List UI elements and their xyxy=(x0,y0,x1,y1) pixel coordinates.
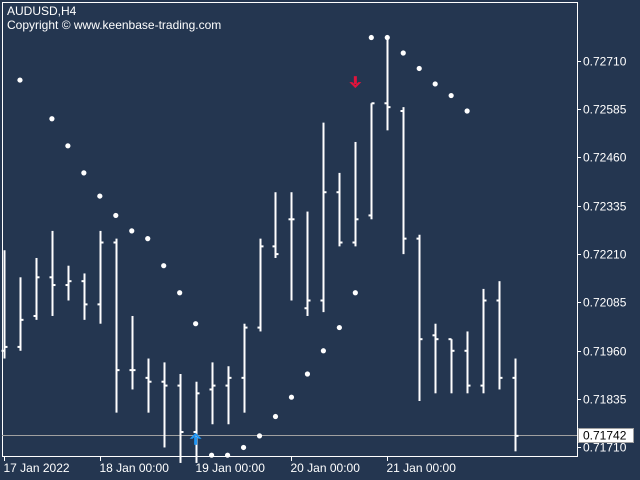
ohlc-bar xyxy=(65,265,72,301)
y-tick-label: 0.72460 xyxy=(583,151,627,165)
ohlc-bar xyxy=(17,277,24,351)
sar-dot xyxy=(49,116,55,122)
sar-dot xyxy=(432,81,438,87)
ohlc-bar xyxy=(304,211,311,316)
ohlc-bar xyxy=(49,230,56,316)
ohlc-bar xyxy=(448,338,455,394)
ohlc-bar xyxy=(1,250,8,359)
chart-axes: 0.72710 0.72585 0.72460 0.72335 0.72210 0.720… xyxy=(4,55,634,475)
ohlc-bars-series xyxy=(1,37,519,463)
ohlc-bar xyxy=(97,230,104,324)
sar-dot xyxy=(464,108,470,114)
y-tick-label: 0.72585 xyxy=(583,103,627,117)
ohlc-bar xyxy=(352,141,359,247)
current-price-box xyxy=(578,428,634,443)
ohlc-bar xyxy=(113,238,120,413)
ohlc-bar xyxy=(288,192,295,301)
ohlc-bar xyxy=(416,234,423,402)
sar-dot xyxy=(177,290,183,296)
ohlc-bar xyxy=(161,362,168,448)
ohlc-bar xyxy=(33,257,40,320)
sar-dot xyxy=(448,92,454,99)
ohlc-bar xyxy=(384,37,391,131)
ohlc-bar xyxy=(480,288,487,394)
sar-dot xyxy=(113,212,119,219)
ohlc-bar xyxy=(241,323,248,413)
copyright-label: Copyright © www.keenbase-trading.com xyxy=(7,18,222,32)
plot-frame xyxy=(2,2,578,457)
sar-dot xyxy=(81,170,87,176)
sar-dot xyxy=(400,50,406,56)
sar-dot xyxy=(320,348,326,354)
ohlc-bar xyxy=(432,323,439,394)
sar-dot xyxy=(256,433,263,439)
sar-dot xyxy=(416,65,422,72)
buy-arrow-head xyxy=(189,432,202,439)
ohlc-bar xyxy=(177,373,184,463)
ohlc-bar xyxy=(320,122,327,313)
ohlc-bar xyxy=(368,102,375,220)
sell-arrow-icon xyxy=(349,76,362,89)
sar-dot xyxy=(224,452,231,458)
sar-dot xyxy=(336,324,342,331)
current-price-label: 0.71742 xyxy=(583,429,627,443)
y-tick-label: 0.72085 xyxy=(583,296,627,310)
ohlc-bar xyxy=(193,381,200,463)
ohlc-bar xyxy=(336,172,343,247)
sar-dot xyxy=(65,143,71,149)
y-tick-label: 0.72710 xyxy=(583,55,627,69)
sar-dot xyxy=(129,228,135,234)
ohlc-bar xyxy=(512,358,519,452)
ohlc-bar xyxy=(225,366,232,425)
ohlc-bar xyxy=(496,281,503,390)
buy-arrow-shaft xyxy=(194,436,198,445)
ohlc-bar xyxy=(400,107,407,255)
x-tick-label: 21 Jan 00:00 xyxy=(387,461,457,475)
ohlc-bar xyxy=(209,362,216,425)
ohlc-bar xyxy=(257,238,264,332)
sar-dot xyxy=(288,394,295,400)
sar-dot xyxy=(145,236,151,242)
sell-arrow-head xyxy=(349,82,362,89)
x-tick-label: 20 Jan 00:00 xyxy=(291,461,361,475)
x-tick-label: 18 Jan 00:00 xyxy=(100,461,170,475)
ohlc-bar xyxy=(464,331,471,394)
sar-dot xyxy=(304,371,311,377)
sar-dot xyxy=(240,444,247,451)
chart-symbol-label: AUDUSD,H4 xyxy=(7,4,77,18)
y-tick-label: 0.72210 xyxy=(583,248,627,262)
sar-dot xyxy=(17,77,23,83)
sar-dot xyxy=(161,263,167,269)
sell-arrow-shaft xyxy=(353,76,357,85)
ohlc-bar xyxy=(272,192,279,258)
x-tick-label: 19 Jan 00:00 xyxy=(196,461,266,475)
ohlc-bar xyxy=(81,273,88,320)
sar-dot xyxy=(272,413,279,420)
sar-dot xyxy=(97,193,103,199)
sar-dot xyxy=(209,452,215,458)
signal-arrows xyxy=(189,76,362,445)
sar-dot xyxy=(193,321,199,327)
y-tick-label: 0.71960 xyxy=(583,345,627,359)
sar-dot xyxy=(368,34,374,41)
y-tick-label: 0.71710 xyxy=(583,441,627,455)
ohlc-bar xyxy=(145,358,152,413)
plot-area xyxy=(2,2,578,457)
buy-arrow-icon xyxy=(189,432,202,445)
y-tick-label: 0.71835 xyxy=(583,393,627,407)
y-tick-label: 0.72335 xyxy=(583,200,627,214)
x-tick-label: 17 Jan 2022 xyxy=(4,461,70,475)
ohlc-bar xyxy=(129,315,136,390)
sar-dot xyxy=(352,290,358,296)
